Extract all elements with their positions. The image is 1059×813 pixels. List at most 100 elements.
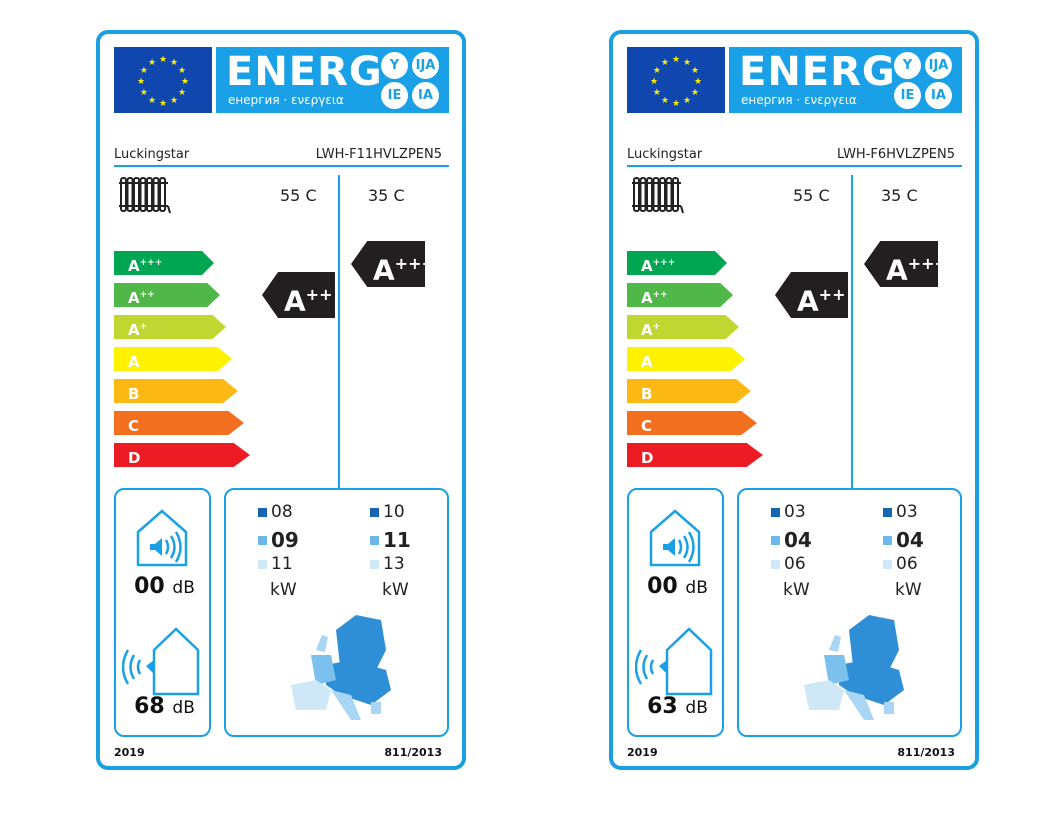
- language-circle: IA: [925, 82, 952, 109]
- energy-banner: ENERG енергия · ενεργεια Y IJA IE IA: [216, 47, 449, 113]
- rating-arrow-55: A++: [775, 272, 848, 318]
- svg-text:★: ★: [137, 77, 145, 87]
- kw-unit: kW: [783, 580, 810, 600]
- rating-arrow-35: A+++: [351, 241, 425, 287]
- efficiency-class-bar: D: [627, 443, 763, 467]
- efficiency-class-bar: C: [114, 411, 244, 435]
- svg-text:★: ★: [148, 96, 156, 106]
- language-circle: IJA: [412, 52, 439, 79]
- svg-text:★: ★: [683, 58, 691, 68]
- outdoor-noise: 68 dB: [134, 694, 195, 719]
- svg-text:★: ★: [672, 55, 680, 65]
- language-circle: IJA: [925, 52, 952, 79]
- efficiency-class-bar: A+: [627, 315, 739, 339]
- kw-value-text: 04: [784, 528, 812, 552]
- power-value: 11: [370, 528, 411, 552]
- model-identifier: LWH-F6HVLZPEN5: [837, 147, 955, 162]
- svg-text:★: ★: [159, 99, 167, 109]
- regulation-number: 811/2013: [384, 746, 442, 759]
- climate-square-icon: [883, 535, 892, 545]
- kw-value-text: 04: [896, 528, 924, 552]
- climate-square-icon: [258, 535, 267, 545]
- column-divider: [851, 175, 853, 490]
- power-value: 03: [883, 502, 918, 522]
- regulation-number: 811/2013: [897, 746, 955, 759]
- label-year: 2019: [627, 746, 658, 759]
- divider: [627, 165, 962, 167]
- climate-square-icon: [883, 507, 892, 517]
- supplier-name: Luckingstar: [627, 147, 703, 162]
- temp-55-label: 55 C: [280, 186, 317, 205]
- language-circle: IA: [412, 82, 439, 109]
- kw-value-text: 08: [271, 502, 293, 522]
- efficiency-class-bar: A+: [114, 315, 226, 339]
- kw-value-text: 11: [383, 528, 411, 552]
- kw-value-text: 06: [896, 554, 918, 574]
- kw-value-text: 09: [271, 528, 299, 552]
- kw-unit: kW: [270, 580, 297, 600]
- language-circle: Y: [381, 52, 408, 79]
- svg-text:★: ★: [170, 96, 178, 106]
- power-value: 10: [370, 502, 405, 522]
- indoor-noise: 00 dB: [647, 574, 708, 599]
- heat-output-box: 08 09 11 kW 10 11 13 kW: [224, 488, 449, 737]
- kw-value-text: 11: [271, 554, 293, 574]
- svg-text:★: ★: [683, 96, 691, 106]
- energ-logo-text: ENERG: [226, 49, 383, 95]
- svg-text:★: ★: [159, 55, 167, 65]
- divider: [114, 165, 449, 167]
- svg-text:★: ★: [661, 96, 669, 106]
- efficiency-class-bar: D: [114, 443, 250, 467]
- kw-value-text: 10: [383, 502, 405, 522]
- energ-subtitle: енергия · ενεργεια: [741, 93, 857, 107]
- energ-subtitle: енергия · ενεργεια: [228, 93, 344, 107]
- efficiency-class-bar: A+++: [114, 251, 214, 275]
- language-circle: Y: [894, 52, 921, 79]
- indoor-sound-icon: [134, 508, 190, 572]
- power-value: 04: [771, 528, 812, 552]
- climate-square-icon: [771, 507, 780, 517]
- svg-text:★: ★: [140, 66, 148, 76]
- indoor-sound-icon: [647, 508, 703, 572]
- svg-text:★: ★: [661, 58, 669, 68]
- svg-text:★: ★: [140, 88, 148, 98]
- svg-text:★: ★: [691, 88, 699, 98]
- climate-square-icon: [258, 507, 267, 517]
- efficiency-class-bar: C: [627, 411, 757, 435]
- noise-box: 00 dB 68 dB: [114, 488, 211, 737]
- efficiency-class-bar: B: [114, 379, 238, 403]
- language-circle: IE: [894, 82, 921, 109]
- kw-value-text: 03: [896, 502, 918, 522]
- efficiency-class-bar: A+++: [627, 251, 727, 275]
- europe-map-icon: [799, 610, 909, 734]
- svg-text:★: ★: [181, 77, 189, 87]
- svg-text:★: ★: [178, 88, 186, 98]
- kw-unit: kW: [382, 580, 409, 600]
- svg-text:★: ★: [672, 99, 680, 109]
- climate-square-icon: [883, 559, 892, 569]
- indoor-noise: 00 dB: [134, 574, 195, 599]
- label-year: 2019: [114, 746, 145, 759]
- column-divider: [338, 175, 340, 490]
- climate-square-icon: [370, 559, 379, 569]
- energ-logo-text: ENERG: [739, 49, 896, 95]
- svg-text:★: ★: [694, 77, 702, 87]
- temp-35-label: 35 C: [368, 186, 405, 205]
- efficiency-class-bar: A: [627, 347, 745, 371]
- efficiency-class-bar: A++: [627, 283, 733, 307]
- outdoor-noise: 63 dB: [647, 694, 708, 719]
- svg-text:★: ★: [170, 58, 178, 68]
- svg-text:★: ★: [650, 77, 658, 87]
- efficiency-class-bar: A: [114, 347, 232, 371]
- svg-text:★: ★: [653, 66, 661, 76]
- climate-square-icon: [370, 535, 379, 545]
- heat-output-box: 03 04 06 kW 03 04 06 kW: [737, 488, 962, 737]
- model-identifier: LWH-F11HVLZPEN5: [315, 147, 442, 162]
- language-circle: IE: [381, 82, 408, 109]
- energy-banner: ENERG енергия · ενεργεια Y IJA IE IA: [729, 47, 962, 113]
- radiator-icon: [118, 175, 174, 219]
- climate-square-icon: [258, 559, 267, 569]
- kw-unit: kW: [895, 580, 922, 600]
